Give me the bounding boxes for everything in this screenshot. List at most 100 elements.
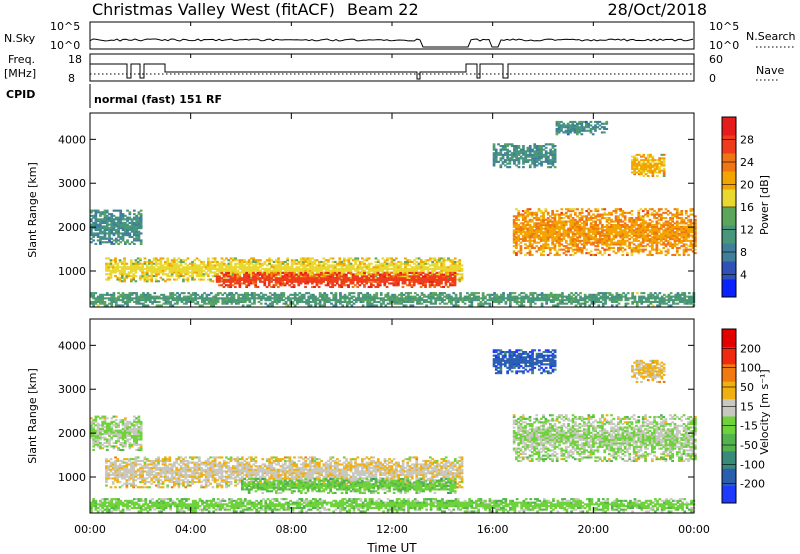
echo-cell [246,293,249,296]
echo-cell [301,280,305,283]
echo-cell [202,266,206,269]
echo-cell [635,167,639,170]
echo-cell [361,267,364,270]
echo-cell [289,297,292,300]
echo-cell [200,269,203,272]
echo-cell [139,241,143,244]
echo-cell [142,297,145,300]
echo-cell [296,302,299,305]
echo-cell [504,143,507,146]
echo-cell [639,218,643,221]
echo-cell [653,164,657,167]
echo-cell [274,273,278,276]
echo-cell [549,166,552,169]
echo-cell [210,304,213,307]
echo-cell [605,229,609,232]
echo-cell [610,246,613,249]
echo-cell [404,262,407,265]
echo-cell [336,264,339,267]
echo-cell [293,259,296,262]
echo-cell [451,277,455,280]
echo-cell [397,264,400,267]
echo-cell [261,264,265,267]
echo-cell [130,220,134,223]
echo-cell [125,276,129,279]
echo-cell [177,260,181,263]
echo-cell [426,262,430,265]
echo-cell [297,273,301,276]
echo-cell [222,276,226,279]
echo-cell [247,278,251,281]
echo-cell [417,277,421,280]
echo-cell [533,143,537,146]
echo-cell [207,293,211,296]
echo-cell [232,295,236,298]
echo-cell [438,267,441,270]
echo-cell [170,264,174,267]
echo-cell [689,218,693,221]
echo-cell [108,220,111,223]
echo-cell [605,238,609,241]
echo-cell [637,224,641,227]
echo-cell [569,246,573,249]
echo-cell [248,304,252,307]
echo-cell [399,278,402,281]
echo-cell [109,260,113,263]
echo-cell [234,280,237,283]
echo-cell [382,297,385,300]
echo-cell [126,209,129,212]
echo-cell [630,225,634,228]
echo-cell [254,262,258,265]
echo-cell [133,209,136,212]
echo-cell [90,232,93,235]
echo-cell [549,150,552,153]
echo-cell [340,262,344,265]
echo-cell [202,269,206,272]
echo-cell [392,266,396,269]
echo-cell [326,277,330,280]
echo-cell [361,269,364,272]
echo-cell [651,245,654,248]
echo-cell [669,236,672,239]
echo-cell [153,295,157,298]
echo-cell [390,277,393,280]
echo-cell [194,297,197,300]
echo-cell [114,302,118,305]
echo-cell [619,243,622,246]
echo-cell [642,169,646,172]
echo-cell [227,266,231,269]
echo-cell [264,297,268,300]
echo-cell [646,232,650,235]
echo-cell [678,232,681,235]
echo-cell [364,299,367,302]
echo-cell [553,215,557,218]
echo-cell [254,264,258,267]
echo-cell [605,231,609,234]
echo-cell [188,275,192,278]
echo-cell [186,273,190,276]
echo-cell [657,238,661,241]
echo-cell [519,157,523,160]
echo-cell [101,221,104,224]
echo-cell [639,225,643,228]
echo-cell [315,267,319,270]
echo-cell [435,280,439,283]
echo-cell [368,297,372,300]
echo-cell [562,236,566,239]
echo-cell [101,211,104,214]
echo-cell [278,297,281,300]
echo-cell [533,213,536,216]
echo-cell [105,211,109,214]
echo-cell [282,299,286,302]
echo-cell [526,213,530,216]
echo-cell [243,277,246,280]
echo-cell [90,300,93,303]
echo-cell [99,295,102,298]
echo-cell [376,280,380,283]
echo-cell [401,280,405,283]
echo-cell [567,217,570,220]
echo-cell [376,278,380,281]
echo-cell [442,273,445,276]
echo-cell [186,278,190,281]
echo-cell [510,157,514,160]
